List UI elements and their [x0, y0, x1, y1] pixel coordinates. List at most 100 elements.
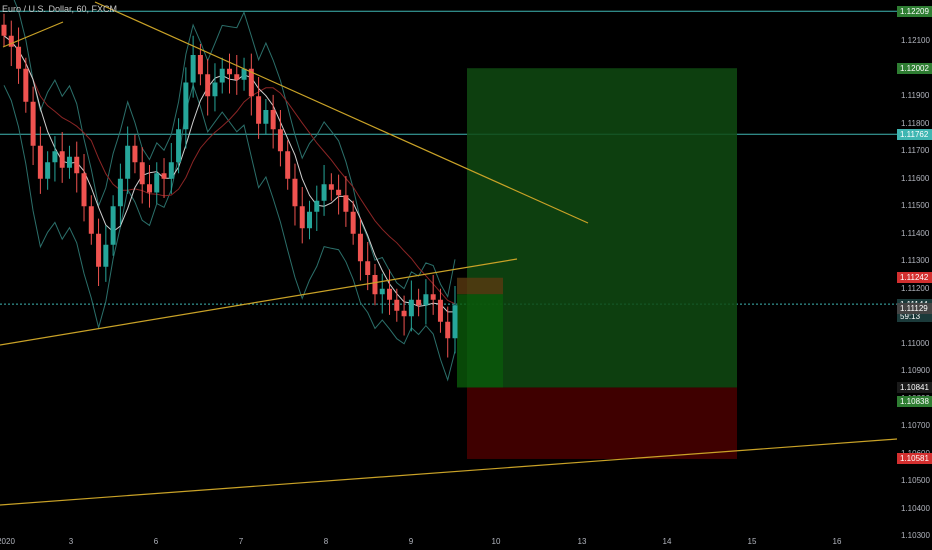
- price-tick-label: 1.10400: [901, 503, 930, 513]
- candle-body: [45, 162, 51, 179]
- loss-zone: [467, 387, 737, 459]
- candle-body: [30, 101, 36, 146]
- candle-body: [387, 288, 393, 300]
- candle-body: [452, 305, 458, 339]
- candle-body: [372, 275, 378, 295]
- candle-body: [117, 178, 123, 207]
- candle-body: [66, 156, 72, 168]
- candle-body: [168, 162, 174, 179]
- candle-body: [8, 35, 14, 47]
- candle-body: [37, 145, 43, 179]
- descending-trendline: [94, 1, 589, 224]
- price-tick-label: 1.10300: [901, 531, 930, 541]
- short-trendline: [2, 21, 64, 48]
- candle-body: [416, 299, 422, 306]
- candle-body: [256, 96, 262, 124]
- candle-body: [365, 261, 371, 275]
- price-tick-label: 1.10900: [901, 366, 930, 376]
- price-tick-label: 1.11400: [901, 228, 930, 238]
- price-tick-label: 1.11900: [901, 91, 930, 101]
- candle-body: [176, 129, 182, 163]
- price-chart[interactable]: [0, 0, 897, 550]
- price-tick-label: 1.11000: [901, 338, 930, 348]
- candle-body: [81, 173, 87, 207]
- time-tick-label: 15: [747, 537, 757, 546]
- small-profit-box: [457, 294, 503, 388]
- time-tick-label: 14: [662, 537, 672, 546]
- candle-body: [146, 184, 152, 193]
- candle-body: [219, 68, 225, 83]
- candle-body: [190, 55, 196, 83]
- candle-body: [321, 184, 327, 201]
- lower-trendline: [0, 438, 897, 506]
- time-tick-label: 3: [68, 537, 74, 546]
- candle-body: [437, 299, 443, 322]
- price-tick-label: 1.10700: [901, 421, 930, 431]
- price-badge-target: 1.12002: [897, 62, 932, 74]
- candle-body: [212, 82, 218, 97]
- profit-zone: [467, 68, 737, 388]
- candle-body: [59, 151, 65, 168]
- price-badge-entry2: 1.10838: [897, 396, 932, 407]
- candle-body: [299, 206, 305, 229]
- candle-body: [125, 145, 131, 179]
- price-badge-red: 1.11242: [897, 271, 932, 283]
- price-tick-label: 1.12100: [901, 36, 930, 46]
- candle-body: [285, 151, 291, 179]
- candle-body: [74, 156, 80, 174]
- moving-average-slow: [3, 35, 456, 305]
- candle-body: [328, 184, 334, 190]
- candle-body: [423, 294, 429, 306]
- bollinger-upper: [13, 0, 456, 299]
- time-tick-label: 16: [832, 537, 842, 546]
- candle-body: [336, 189, 342, 196]
- candle-body: [292, 178, 298, 207]
- candle-body: [445, 321, 451, 339]
- candle-body: [132, 145, 138, 163]
- candle-body: [227, 68, 232, 75]
- bollinger-lower: [3, 83, 456, 382]
- candle-body: [96, 233, 102, 267]
- candle-body: [205, 74, 211, 97]
- time-tick-label: 2020: [0, 537, 15, 546]
- candle-body: [430, 294, 436, 300]
- candle-body: [197, 55, 203, 75]
- price-badge-entry: 1.10841: [897, 381, 932, 393]
- price-badge-bid: 1.11129: [897, 302, 932, 314]
- price-tick-label: 1.11700: [901, 146, 930, 156]
- candle-body: [343, 195, 349, 212]
- candle-body: [183, 82, 189, 130]
- price-tick-label: 1.11200: [901, 283, 930, 293]
- candle-body: [139, 162, 145, 185]
- candle-body: [154, 173, 160, 193]
- candle-body: [401, 310, 407, 317]
- time-tick-label: 9: [408, 537, 414, 546]
- candle-body: [350, 211, 356, 234]
- price-tick-label: 1.11600: [901, 173, 930, 183]
- price-tick-label: 1.11300: [901, 256, 930, 266]
- candle-body: [241, 68, 247, 80]
- candle-body: [307, 211, 313, 229]
- candle-body: [270, 110, 276, 130]
- candle-body: [52, 151, 58, 163]
- ascending-trendline: [0, 258, 518, 346]
- candle-body: [357, 233, 363, 262]
- price-axis[interactable]: 1.12100 1.11900 1.11800 1.11700 1.11600 1.115…: [897, 0, 932, 550]
- candle-body: [379, 288, 385, 295]
- candle-body: [394, 299, 400, 311]
- price-tick-label: 1.10600: [897, 449, 932, 459]
- price-badge-hline: 1.11762: [897, 128, 932, 140]
- price-badge-countdown: 59:13: [897, 310, 932, 322]
- small-stop-box: [457, 277, 503, 295]
- candle-body: [88, 206, 94, 234]
- candle-body: [277, 129, 283, 152]
- price-badge-top_line: 1.12209: [897, 5, 932, 17]
- candle-body: [161, 173, 167, 179]
- candle-body: [234, 74, 240, 80]
- candle-body: [103, 244, 109, 267]
- time-tick-label: 13: [577, 537, 587, 546]
- candle-body: [314, 200, 320, 212]
- candle-body: [263, 110, 269, 124]
- candle-body: [23, 68, 29, 102]
- candle-body: [1, 24, 7, 36]
